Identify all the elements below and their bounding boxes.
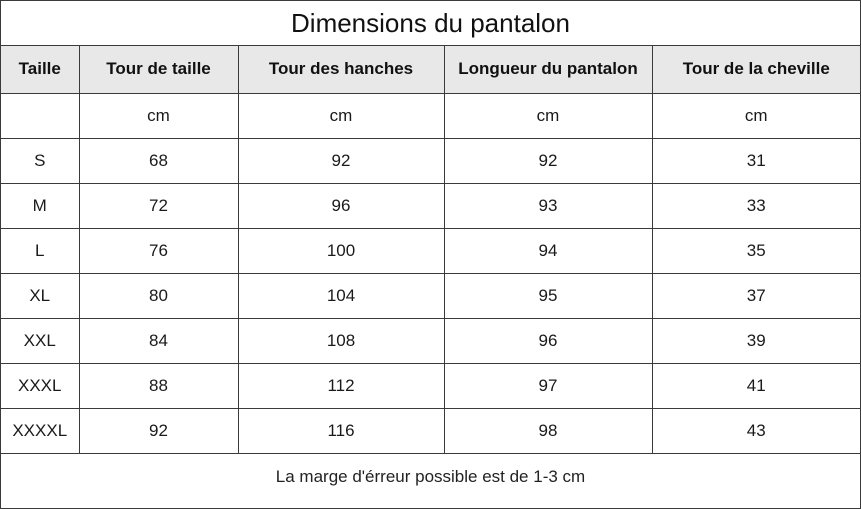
table-cell: 104 xyxy=(237,272,445,319)
chart-title: Dimensions du pantalon xyxy=(1,1,860,46)
table-cell: S xyxy=(1,137,80,184)
table-cell: 31 xyxy=(651,137,860,184)
table-row: XXXL 88 112 97 41 xyxy=(1,362,860,409)
table-cell: 98 xyxy=(443,407,653,453)
header-cell: Longueur du pantalon xyxy=(443,46,653,94)
table-cell: 108 xyxy=(237,317,445,364)
table-cell: 39 xyxy=(651,317,860,364)
table-cell: 92 xyxy=(237,137,445,184)
table-cell: cm xyxy=(443,93,653,139)
table-cell: 72 xyxy=(78,182,239,229)
table-cell: XL xyxy=(1,272,80,319)
header-cell: Tour des hanches xyxy=(237,46,445,94)
table-row: XXL 84 108 96 39 xyxy=(1,317,860,364)
table-row: cm cm cm cm xyxy=(1,93,860,139)
table-cell: L xyxy=(1,227,80,274)
table-row: L 76 100 94 35 xyxy=(1,227,860,274)
table-cell: 95 xyxy=(443,272,653,319)
table-cell: 68 xyxy=(78,137,239,184)
table-cell: 37 xyxy=(651,272,860,319)
table-cell xyxy=(1,93,80,139)
table-cell: 96 xyxy=(237,182,445,229)
table-cell: 35 xyxy=(651,227,860,274)
table-cell: cm xyxy=(78,93,239,139)
table-cell: 41 xyxy=(651,362,860,409)
table-cell: 92 xyxy=(78,407,239,453)
table-cell: 93 xyxy=(443,182,653,229)
table-row: XL 80 104 95 37 xyxy=(1,272,860,319)
header-cell: Taille xyxy=(1,46,80,94)
footer-note: La marge d'érreur possible est de 1-3 cm xyxy=(1,453,860,499)
table-cell: cm xyxy=(651,93,860,139)
table-cell: 112 xyxy=(237,362,445,409)
table-cell: 116 xyxy=(237,407,445,453)
table-row: XXXXL 92 116 98 43 xyxy=(1,407,860,453)
table-cell: 84 xyxy=(78,317,239,364)
table-cell: 97 xyxy=(443,362,653,409)
table-cell: XXXXL xyxy=(1,407,80,453)
size-table: Taille Tour de taille Tour des hanches L… xyxy=(1,46,860,453)
table-cell: 88 xyxy=(78,362,239,409)
header-cell: Tour de la cheville xyxy=(651,46,860,94)
table-cell: cm xyxy=(237,93,445,139)
table-cell: 96 xyxy=(443,317,653,364)
table-cell: XXXL xyxy=(1,362,80,409)
table-cell: XXL xyxy=(1,317,80,364)
table-cell: 80 xyxy=(78,272,239,319)
table-cell: 43 xyxy=(651,407,860,453)
header-row: Taille Tour de taille Tour des hanches L… xyxy=(1,46,860,94)
table-cell: 76 xyxy=(78,227,239,274)
table-row: M 72 96 93 33 xyxy=(1,182,860,229)
table-cell: M xyxy=(1,182,80,229)
table-row: S 68 92 92 31 xyxy=(1,137,860,184)
table-cell: 92 xyxy=(443,137,653,184)
table-cell: 100 xyxy=(237,227,445,274)
table-cell: 33 xyxy=(651,182,860,229)
table-cell: 94 xyxy=(443,227,653,274)
header-cell: Tour de taille xyxy=(78,46,239,94)
